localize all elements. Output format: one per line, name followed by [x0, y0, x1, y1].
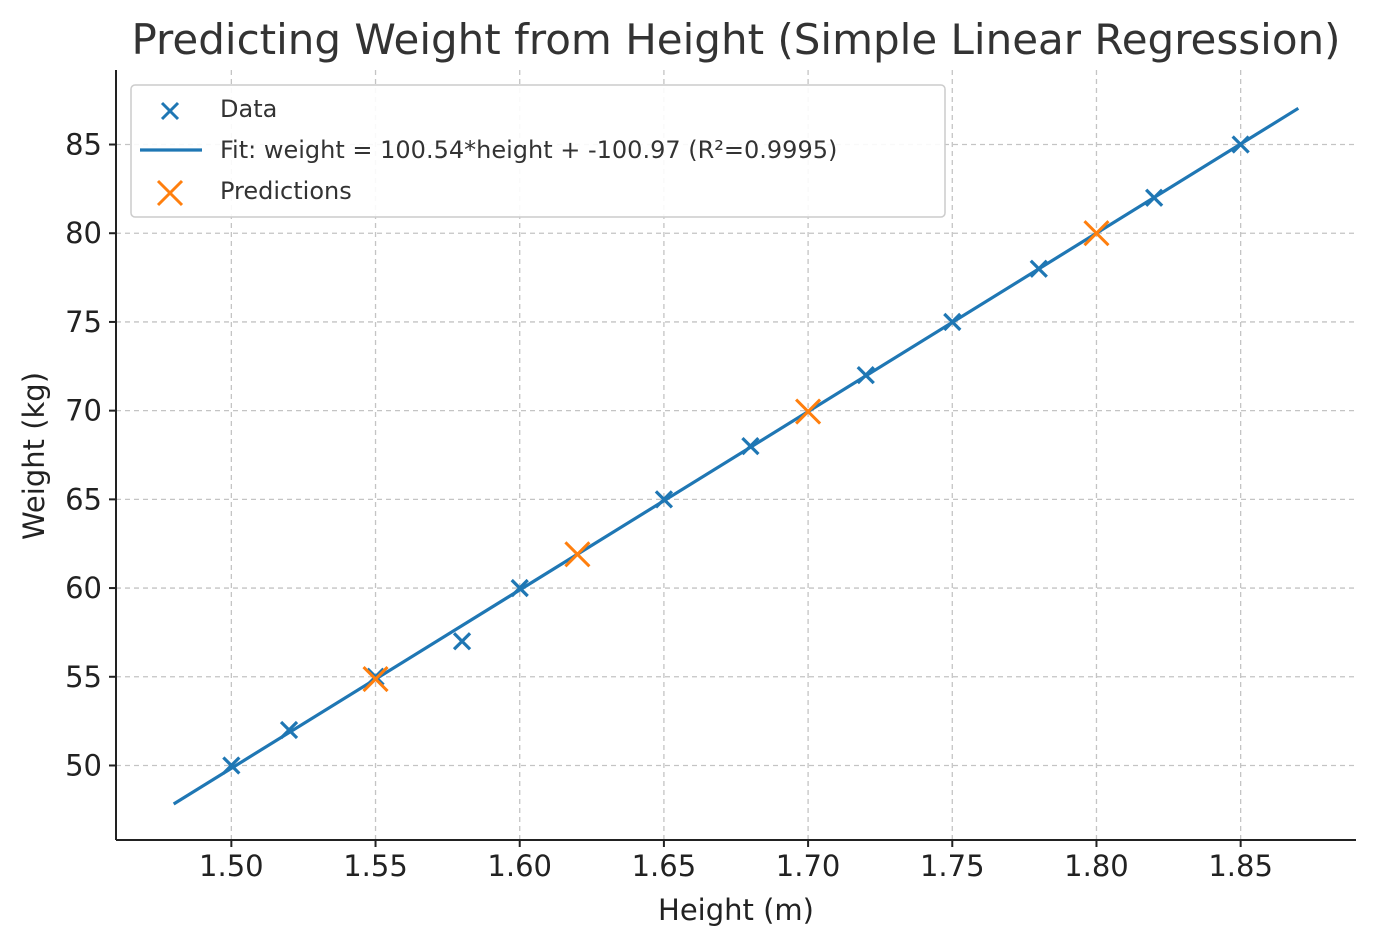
legend-marker-swatch — [156, 179, 184, 207]
legend-label: Data — [220, 95, 277, 123]
data-point — [366, 667, 385, 686]
data-point — [741, 436, 760, 456]
ticks: 1.50 1.55 1.60 1.65 1.70 1.75 1.80 1.85 50 55 60 65… — [65, 128, 1273, 883]
y-tick-label: 60 — [65, 571, 102, 605]
legend-label: Fit: weight = 100.54*height + -100.97 (R… — [220, 136, 837, 164]
data-point — [943, 312, 962, 332]
data-point — [452, 632, 472, 651]
y-tick-label: 75 — [65, 305, 102, 339]
fit-line — [172, 106, 1300, 806]
data-point — [222, 756, 241, 775]
legend: Data Fit: weight = 100.54*height + -100.9… — [130, 84, 946, 218]
data-point — [1145, 188, 1164, 207]
prediction-point — [362, 666, 389, 693]
x-tick-label: 1.65 — [632, 849, 697, 883]
prediction-point — [795, 398, 822, 425]
data-point — [1231, 135, 1250, 154]
x-tick-label: 1.55 — [343, 849, 408, 883]
x-tick-label: 1.80 — [1064, 849, 1129, 883]
chart-title: Predicting Weight from Height (Simple Li… — [131, 15, 1340, 64]
y-tick-label: 80 — [65, 216, 102, 250]
points-layer — [222, 135, 1250, 775]
x-tick-label: 1.85 — [1208, 849, 1273, 883]
prediction-point — [1083, 220, 1110, 247]
y-tick-label: 70 — [65, 394, 102, 428]
x-tick-label: 1.70 — [776, 849, 841, 883]
data-point — [654, 490, 674, 509]
y-tick-label: 55 — [65, 660, 102, 694]
y-tick-label: 65 — [65, 482, 102, 516]
legend-marker-swatch — [160, 101, 180, 121]
y-tick-label: 85 — [65, 128, 102, 162]
axes — [115, 70, 1356, 841]
x-axis-label: Height (m) — [658, 893, 814, 927]
data-point — [279, 720, 299, 740]
x-tick-label: 1.50 — [199, 849, 264, 883]
prediction-point — [564, 541, 591, 568]
x-tick-label: 1.75 — [920, 849, 985, 883]
x-tick-label: 1.60 — [487, 849, 552, 883]
data-point — [856, 366, 875, 385]
data-point — [510, 578, 529, 598]
y-tick-label: 50 — [65, 748, 102, 782]
fit-line-layer — [172, 106, 1300, 806]
legend-label: Predictions — [220, 177, 352, 205]
legend-box — [130, 84, 946, 218]
y-axis-label: Weight (kg) — [17, 372, 51, 540]
data-point — [1029, 259, 1048, 278]
